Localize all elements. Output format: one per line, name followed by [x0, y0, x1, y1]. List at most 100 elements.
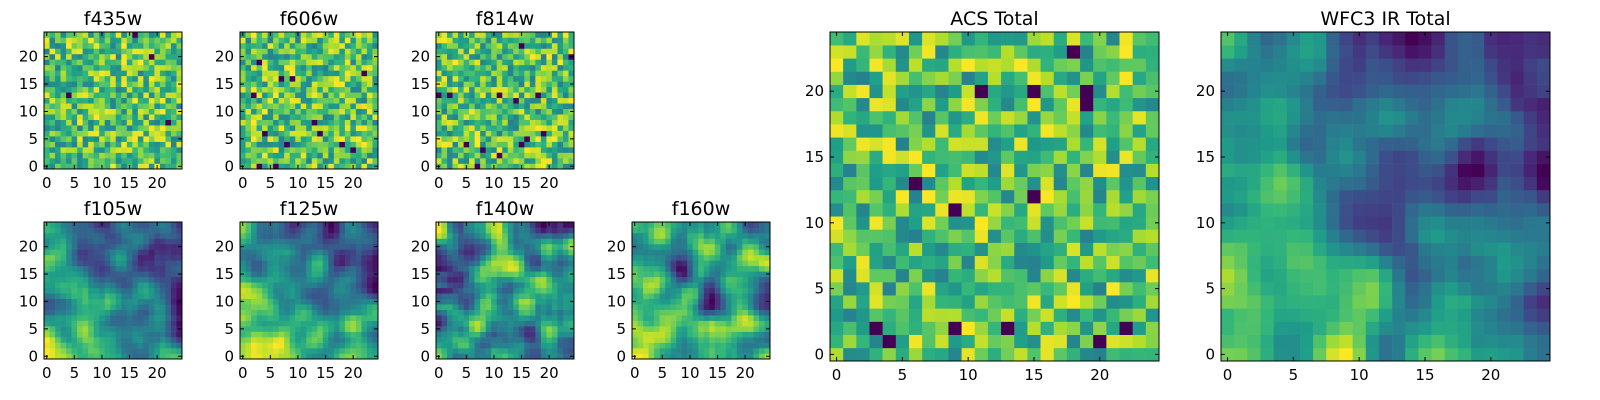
- heatmap-cell: [463, 152, 470, 159]
- heatmap-cell: [507, 152, 514, 159]
- heatmap-cell: [262, 75, 268, 82]
- heatmap-cell: [344, 293, 351, 300]
- heatmap-cell: [562, 147, 569, 153]
- heatmap-cell: [463, 125, 470, 131]
- heatmap-cell: [742, 337, 749, 343]
- heatmap-cell: [632, 331, 638, 338]
- heatmap-cell: [115, 238, 122, 245]
- heatmap-cell: [441, 320, 448, 327]
- heatmap-cell: [1066, 295, 1081, 309]
- heatmap-cell: [154, 320, 161, 327]
- heatmap-cell: [300, 254, 307, 261]
- heatmap-cell: [262, 260, 268, 267]
- heatmap-cell: [474, 254, 481, 261]
- heatmap-cell: [452, 163, 459, 170]
- heatmap-cell: [1106, 255, 1120, 270]
- heatmap-cell: [82, 353, 89, 360]
- heatmap-cell: [49, 353, 56, 360]
- x-tick-label: 5: [462, 364, 472, 382]
- heatmap-cell: [121, 75, 128, 82]
- heatmap-cell: [165, 265, 172, 272]
- heatmap-cell: [115, 227, 122, 234]
- heatmap-cell: [458, 32, 464, 38]
- heatmap-cell: [507, 309, 514, 316]
- heatmap-cell: [441, 158, 448, 164]
- heatmap-cell: [355, 298, 362, 305]
- heatmap-cell: [77, 42, 83, 49]
- heatmap-cell: [524, 53, 531, 60]
- heatmap-cell: [1119, 255, 1133, 270]
- heatmap-cell: [441, 136, 448, 142]
- heatmap-cell: [88, 59, 94, 66]
- heatmap-cell: [502, 64, 509, 71]
- heatmap-cell: [328, 103, 335, 110]
- heatmap-cell: [366, 32, 373, 38]
- heatmap-cell: [328, 92, 335, 99]
- heatmap-cell: [469, 37, 475, 44]
- heatmap-cell: [350, 315, 357, 321]
- heatmap-cell: [659, 304, 666, 310]
- heatmap-cell: [176, 222, 183, 228]
- heatmap-cell: [60, 260, 67, 267]
- heatmap-cell: [529, 42, 536, 49]
- heatmap-cell: [474, 353, 481, 360]
- heatmap-cell: [725, 326, 732, 332]
- heatmap-cell: [251, 222, 257, 228]
- heatmap-cell: [637, 298, 644, 305]
- heatmap-cell: [474, 337, 481, 343]
- heatmap-cell: [267, 337, 274, 343]
- heatmap-cell: [535, 92, 542, 99]
- heatmap-cell: [333, 64, 340, 71]
- heatmap-cell: [104, 97, 111, 104]
- heatmap-cell: [557, 232, 564, 239]
- heatmap-cell: [725, 331, 732, 338]
- heatmap-cell: [66, 64, 72, 71]
- heatmap-cell: [441, 70, 448, 77]
- heatmap-cell: [703, 326, 710, 332]
- heatmap-cell: [273, 326, 279, 332]
- heatmap-cell: [452, 152, 459, 159]
- heatmap-cell: [137, 108, 144, 115]
- heatmap-cell: [273, 271, 279, 278]
- heatmap-cell: [491, 125, 498, 131]
- heatmap-cell: [71, 70, 78, 77]
- heatmap-cell: [524, 141, 531, 148]
- heatmap-cell: [295, 276, 302, 283]
- heatmap-cell: [535, 227, 542, 234]
- heatmap-cell: [66, 265, 72, 272]
- heatmap-cell: [632, 342, 638, 349]
- heatmap-cell: [747, 249, 754, 256]
- heatmap-cell: [714, 260, 721, 267]
- heatmap-cell: [176, 103, 183, 110]
- heatmap-cell: [720, 265, 727, 272]
- heatmap-cell: [60, 254, 67, 261]
- heatmap-cell: [551, 326, 558, 332]
- heatmap-cell: [82, 243, 89, 250]
- heatmap-cell: [311, 92, 318, 99]
- heatmap-cell: [322, 108, 329, 115]
- heatmap-cell: [148, 265, 155, 272]
- heatmap-cell: [496, 81, 503, 88]
- heatmap-cell: [372, 293, 379, 300]
- heatmap-cell: [317, 304, 324, 310]
- heatmap-cell: [518, 238, 525, 245]
- heatmap-cell: [491, 147, 498, 153]
- heatmap-cell: [441, 260, 448, 267]
- heatmap-cell: [546, 152, 553, 159]
- heatmap-cell: [339, 81, 346, 88]
- heatmap-cell: [441, 130, 448, 137]
- heatmap-cell: [869, 229, 883, 243]
- heatmap-cell: [908, 334, 923, 349]
- heatmap-cell: [300, 348, 307, 354]
- heatmap-cell: [637, 304, 644, 310]
- heatmap-cell: [256, 53, 263, 60]
- heatmap-cell: [524, 337, 531, 343]
- heatmap-cell: [82, 81, 89, 88]
- heatmap-cell: [725, 353, 732, 360]
- heatmap-cell: [115, 147, 122, 153]
- heatmap-cell: [121, 136, 128, 142]
- heatmap-cell: [551, 276, 558, 283]
- heatmap-cell: [82, 147, 89, 153]
- heatmap-cell: [529, 152, 536, 159]
- heatmap-cell: [361, 320, 368, 327]
